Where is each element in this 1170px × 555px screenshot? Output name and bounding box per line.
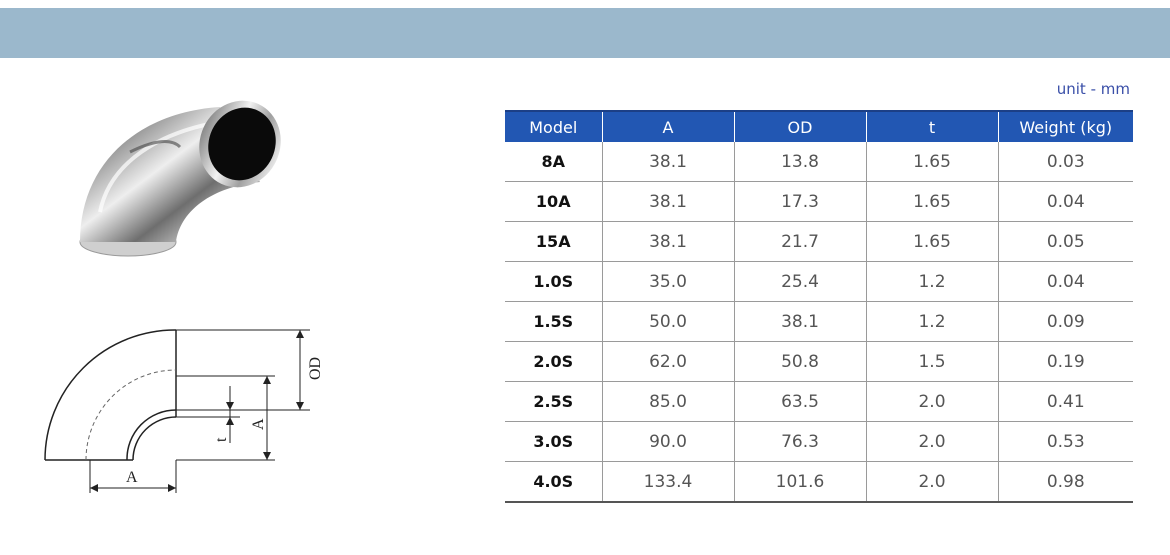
cell-weight: 0.41: [997, 381, 1133, 422]
cell-t: 1.5: [865, 341, 998, 382]
cell-a: 38.1: [601, 142, 734, 182]
cell-a: 50.0: [601, 301, 734, 342]
column-header-weight: Weight (kg): [997, 110, 1133, 142]
table-body: 8A 38.1 13.8 1.65 0.03 10A 38.1 17.3 1.65 0.04 15A…: [505, 142, 1133, 503]
cell-weight: 0.19: [997, 341, 1133, 382]
header-band: [0, 8, 1170, 58]
elbow-photo: [79, 100, 281, 257]
cell-od: 13.8: [733, 142, 866, 182]
table-row: 1.0S 35.0 25.4 1.2 0.04: [505, 261, 1133, 302]
cell-weight: 0.53: [997, 421, 1133, 462]
cell-a: 90.0: [601, 421, 734, 462]
cell-a: 85.0: [601, 381, 734, 422]
table-row: 2.5S 85.0 63.5 2.0 0.41: [505, 381, 1133, 422]
cell-t: 2.0: [865, 461, 998, 503]
table-row: 8A 38.1 13.8 1.65 0.03: [505, 142, 1133, 182]
cell-weight: 0.98: [997, 461, 1133, 503]
cell-model: 4.0S: [505, 461, 602, 503]
column-header-a: A: [601, 110, 735, 142]
cell-t: 1.2: [865, 261, 998, 302]
cell-a: 133.4: [601, 461, 734, 503]
cell-od: 50.8: [733, 341, 866, 382]
cell-t: 1.65: [865, 221, 998, 262]
table-row: 3.0S 90.0 76.3 2.0 0.53: [505, 421, 1133, 462]
cell-weight: 0.05: [997, 221, 1133, 262]
table-row: 10A 38.1 17.3 1.65 0.04: [505, 181, 1133, 222]
cell-a: 38.1: [601, 221, 734, 262]
column-header-model: Model: [505, 110, 603, 142]
table-row: 2.0S 62.0 50.8 1.5 0.19: [505, 341, 1133, 382]
cell-model: 3.0S: [505, 421, 602, 462]
cell-weight: 0.04: [997, 261, 1133, 302]
table-row: 4.0S 133.4 101.6 2.0 0.98: [505, 461, 1133, 503]
table-header-row: Model A OD t Weight (kg): [505, 110, 1133, 142]
column-header-od: OD: [733, 110, 867, 142]
cell-weight: 0.03: [997, 142, 1133, 182]
cell-od: 38.1: [733, 301, 866, 342]
cell-a: 35.0: [601, 261, 734, 302]
table-row: 1.5S 50.0 38.1 1.2 0.09: [505, 301, 1133, 342]
a-vertical-dimension-label: A: [250, 418, 267, 430]
cell-model: 2.5S: [505, 381, 602, 422]
cell-weight: 0.04: [997, 181, 1133, 222]
cell-model: 8A: [505, 142, 602, 182]
od-dimension-label: OD: [307, 357, 324, 380]
cell-model: 1.0S: [505, 261, 602, 302]
table-row: 15A 38.1 21.7 1.65 0.05: [505, 221, 1133, 262]
cell-weight: 0.09: [997, 301, 1133, 342]
cell-model: 15A: [505, 221, 602, 262]
cell-od: 21.7: [733, 221, 866, 262]
cell-a: 38.1: [601, 181, 734, 222]
cell-t: 1.65: [865, 142, 998, 182]
a-horizontal-dimension-label: A: [126, 469, 138, 486]
cell-t: 1.65: [865, 181, 998, 222]
column-header-t: t: [865, 110, 999, 142]
t-dimension-label: t: [213, 437, 230, 442]
unit-label: unit - mm: [1056, 80, 1130, 98]
cell-od: 63.5: [733, 381, 866, 422]
cell-t: 1.2: [865, 301, 998, 342]
cell-od: 25.4: [733, 261, 866, 302]
cell-model: 1.5S: [505, 301, 602, 342]
cell-model: 2.0S: [505, 341, 602, 382]
cell-t: 2.0: [865, 381, 998, 422]
cell-t: 2.0: [865, 421, 998, 462]
cell-model: 10A: [505, 181, 602, 222]
elbow-drawing: OD A t A: [44, 329, 324, 493]
cell-od: 17.3: [733, 181, 866, 222]
cell-od: 101.6: [733, 461, 866, 503]
cell-od: 76.3: [733, 421, 866, 462]
spec-table: Model A OD t Weight (kg) 8A 38.1 13.8 1.65 0…: [505, 110, 1133, 503]
cell-a: 62.0: [601, 341, 734, 382]
